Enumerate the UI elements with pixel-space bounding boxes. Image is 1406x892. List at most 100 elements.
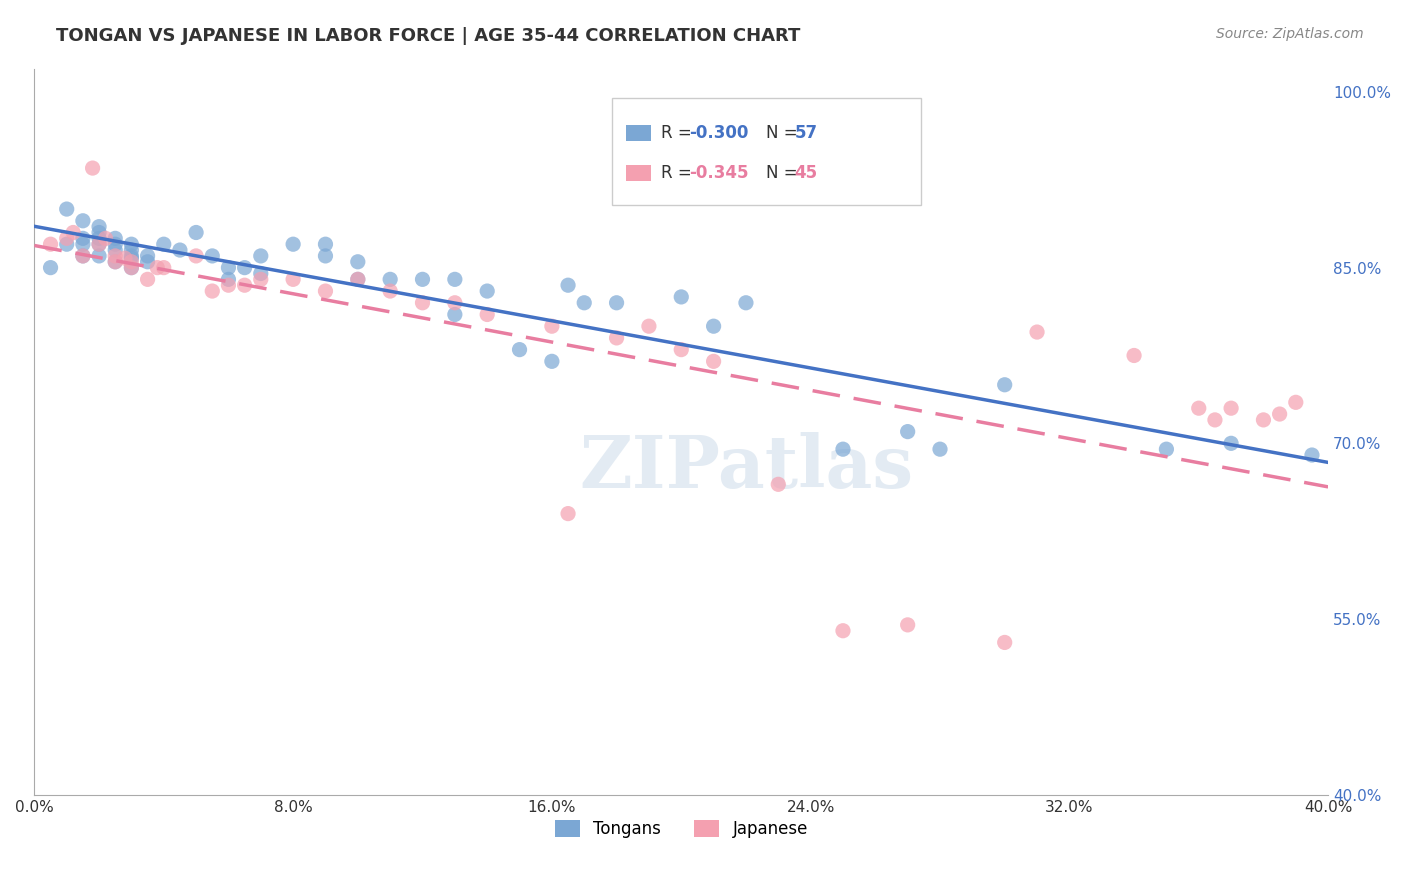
- Point: [120, 254, 142, 268]
- Point: [994, 635, 1017, 649]
- Point: [104, 243, 127, 257]
- Point: [72, 249, 94, 263]
- Text: N =: N =: [766, 124, 803, 142]
- Point: [1220, 401, 1243, 416]
- Point: [120, 252, 142, 266]
- Point: [346, 272, 368, 286]
- Point: [606, 295, 628, 310]
- Point: [671, 343, 693, 357]
- Point: [606, 331, 628, 345]
- Point: [169, 243, 191, 257]
- Point: [249, 267, 271, 281]
- Point: [1301, 448, 1323, 462]
- Point: [62, 226, 84, 240]
- Point: [201, 249, 224, 263]
- Point: [55, 202, 77, 216]
- Point: [314, 284, 336, 298]
- Point: [104, 231, 127, 245]
- Point: [509, 343, 531, 357]
- Point: [184, 226, 207, 240]
- Point: [152, 260, 174, 275]
- Point: [994, 377, 1017, 392]
- Point: [39, 237, 62, 252]
- Point: [314, 249, 336, 263]
- Point: [412, 295, 434, 310]
- Point: [87, 226, 110, 240]
- Point: [574, 295, 596, 310]
- Point: [1268, 407, 1291, 421]
- Point: [87, 231, 110, 245]
- Point: [541, 319, 564, 334]
- Point: [82, 161, 104, 175]
- Point: [557, 507, 579, 521]
- Point: [184, 249, 207, 263]
- Point: [120, 260, 142, 275]
- Point: [281, 237, 304, 252]
- Point: [929, 442, 952, 457]
- Point: [346, 272, 368, 286]
- Point: [314, 237, 336, 252]
- Point: [87, 237, 110, 252]
- Point: [1026, 325, 1049, 339]
- Point: [120, 249, 142, 263]
- Point: [378, 284, 401, 298]
- Point: [136, 254, 159, 268]
- Point: [87, 237, 110, 252]
- Text: ZIPatlas: ZIPatlas: [579, 433, 912, 503]
- Point: [477, 284, 499, 298]
- Point: [346, 254, 368, 268]
- Point: [638, 319, 661, 334]
- Point: [897, 425, 920, 439]
- Point: [104, 254, 127, 268]
- Text: R =: R =: [661, 164, 697, 182]
- Point: [557, 278, 579, 293]
- Point: [1123, 349, 1146, 363]
- Point: [703, 319, 725, 334]
- Point: [233, 260, 256, 275]
- Point: [477, 308, 499, 322]
- Point: [152, 237, 174, 252]
- Point: [72, 214, 94, 228]
- Point: [832, 624, 855, 638]
- Point: [233, 278, 256, 293]
- Point: [39, 260, 62, 275]
- Point: [412, 272, 434, 286]
- Point: [136, 272, 159, 286]
- Point: [55, 231, 77, 245]
- Point: [217, 260, 239, 275]
- Text: -0.345: -0.345: [689, 164, 748, 182]
- Point: [897, 618, 920, 632]
- Text: -0.300: -0.300: [689, 124, 748, 142]
- Point: [378, 272, 401, 286]
- Point: [136, 249, 159, 263]
- Point: [249, 272, 271, 286]
- Point: [94, 231, 117, 245]
- Point: [104, 254, 127, 268]
- Text: Source: ZipAtlas.com: Source: ZipAtlas.com: [1216, 27, 1364, 41]
- Point: [671, 290, 693, 304]
- Point: [1204, 413, 1226, 427]
- Point: [217, 272, 239, 286]
- Point: [201, 284, 224, 298]
- Point: [444, 272, 467, 286]
- Point: [1285, 395, 1308, 409]
- Point: [249, 249, 271, 263]
- Point: [120, 243, 142, 257]
- Point: [541, 354, 564, 368]
- Text: TONGAN VS JAPANESE IN LABOR FORCE | AGE 35-44 CORRELATION CHART: TONGAN VS JAPANESE IN LABOR FORCE | AGE …: [56, 27, 800, 45]
- Text: 45: 45: [794, 164, 817, 182]
- Point: [87, 219, 110, 234]
- Point: [72, 231, 94, 245]
- Point: [1188, 401, 1211, 416]
- Text: 57: 57: [794, 124, 817, 142]
- Legend: Tongans, Japanese: Tongans, Japanese: [548, 813, 814, 845]
- Point: [1156, 442, 1178, 457]
- Point: [281, 272, 304, 286]
- Point: [703, 354, 725, 368]
- Point: [72, 237, 94, 252]
- Point: [444, 308, 467, 322]
- Point: [104, 237, 127, 252]
- Point: [146, 260, 169, 275]
- Text: N =: N =: [766, 164, 803, 182]
- Point: [120, 260, 142, 275]
